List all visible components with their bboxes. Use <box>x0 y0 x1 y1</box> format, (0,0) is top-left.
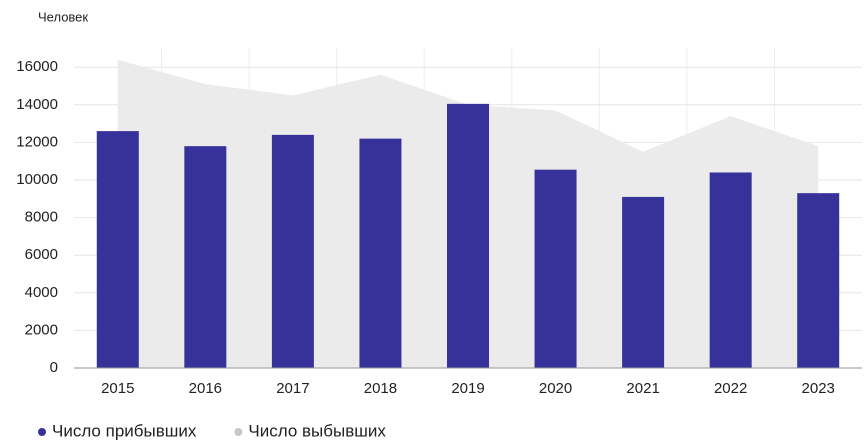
y-axis-label: Человек <box>38 9 88 24</box>
x-tick-label: 2018 <box>364 380 397 397</box>
bar <box>447 103 489 369</box>
bar <box>709 172 752 368</box>
x-tick-label: 2022 <box>714 380 747 397</box>
bar <box>359 138 402 368</box>
y-tick-label: 6000 <box>25 246 58 263</box>
legend-label: Число прибывших <box>52 421 197 440</box>
bar <box>271 134 314 368</box>
x-tick-label: 2017 <box>276 380 309 397</box>
x-tick-label: 2015 <box>101 380 134 397</box>
legend-marker <box>234 428 243 436</box>
bar <box>96 131 139 368</box>
y-tick-label: 0 <box>50 359 58 376</box>
y-tick-label: 4000 <box>25 284 58 301</box>
bar <box>797 193 840 368</box>
y-tick-label: 10000 <box>16 171 58 188</box>
legend-label: Число выбывших <box>248 421 386 440</box>
y-tick-label: 2000 <box>25 321 58 338</box>
bar <box>534 169 577 368</box>
x-tick-label: 2020 <box>539 380 572 397</box>
x-tick-label: 2019 <box>451 380 484 397</box>
y-tick-label: 16000 <box>16 58 58 75</box>
x-tick-label: 2023 <box>802 380 835 397</box>
y-tick-label: 8000 <box>25 209 58 226</box>
bar <box>622 196 665 368</box>
y-tick-label: 14000 <box>16 96 58 113</box>
bar <box>184 146 227 368</box>
y-tick-label: 12000 <box>16 133 58 150</box>
x-tick-label: 2021 <box>626 380 659 397</box>
x-tick-label: 2016 <box>189 380 222 397</box>
legend-marker <box>38 428 46 436</box>
